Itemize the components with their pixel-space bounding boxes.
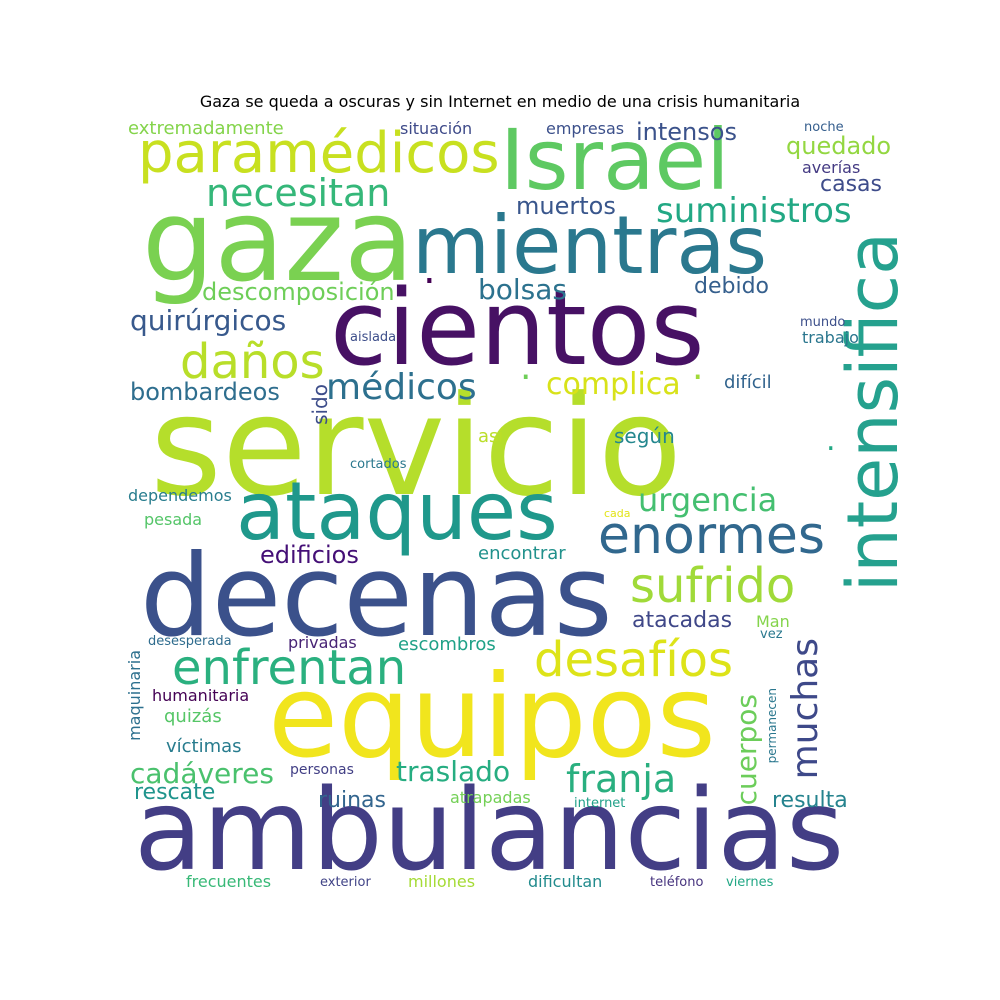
word-debido: debido bbox=[694, 274, 770, 299]
word-suministros: suministros bbox=[656, 191, 852, 231]
word-bolsas: bolsas bbox=[478, 273, 568, 306]
word-necesitan: necesitan bbox=[206, 171, 391, 215]
word-urgencia: urgencia bbox=[638, 481, 778, 519]
word-escombros: escombros bbox=[398, 634, 496, 655]
word-bombardeos: bombardeos bbox=[130, 378, 280, 406]
word-cuerpos: cuerpos bbox=[730, 694, 763, 806]
word-dificultan: dificultan bbox=[528, 872, 603, 891]
word-paramedicos: paramédicos bbox=[138, 121, 500, 186]
word-noche: noche bbox=[804, 120, 844, 135]
word-permanecen: permanecen bbox=[765, 688, 779, 764]
word-desesperada: desesperada bbox=[148, 634, 232, 649]
word-internet: internet bbox=[574, 796, 626, 811]
word-sido: sido bbox=[308, 384, 332, 425]
word-maquinaria: maquinaria bbox=[125, 650, 144, 741]
word-intensos: intensos bbox=[636, 118, 737, 146]
word-israel: Israel bbox=[500, 111, 730, 209]
word-atacadas: atacadas bbox=[632, 608, 733, 633]
word-man: Man bbox=[756, 612, 790, 631]
word-equipos: equipos bbox=[268, 650, 716, 783]
word-frecuentes: frecuentes bbox=[186, 872, 272, 891]
word-averias: averías bbox=[802, 158, 861, 177]
word-atrapadas: atrapadas bbox=[450, 788, 531, 807]
dot-mark: . bbox=[826, 423, 836, 458]
word-medicos: médicos bbox=[326, 367, 477, 408]
word-sufrido: sufrido bbox=[630, 558, 796, 614]
word-viernes: viernes bbox=[726, 875, 774, 890]
word-mundo: mundo bbox=[800, 315, 846, 330]
word-cientos: cientos bbox=[330, 267, 705, 389]
word-situacion: situación bbox=[400, 119, 473, 138]
word-mientras: mientras bbox=[412, 199, 768, 292]
dot-mark: . bbox=[692, 347, 704, 388]
word-gaza: gaza bbox=[142, 174, 414, 307]
word-rescate: rescate bbox=[134, 780, 216, 805]
word-descomposicion: descomposición bbox=[202, 278, 395, 306]
word-telefono: teléfono bbox=[650, 875, 704, 890]
word-decenas: decenas bbox=[140, 530, 613, 662]
word-asi: así bbox=[478, 426, 504, 447]
word-pesada: pesada bbox=[144, 510, 203, 529]
word-danos: daños bbox=[180, 334, 325, 390]
word-humanitaria: humanitaria bbox=[152, 686, 250, 705]
word-quirurgicos: quirúrgicos bbox=[130, 304, 287, 337]
word-cada: cada bbox=[604, 507, 631, 520]
word-extremadamente: extremadamente bbox=[128, 118, 284, 139]
word-cadaveres: cadáveres bbox=[130, 757, 274, 790]
word-intensifica: intensifica bbox=[832, 232, 914, 593]
word-quizas: quizás bbox=[164, 706, 222, 727]
word-encontrar: encontrar bbox=[478, 543, 566, 564]
dot-mark: . bbox=[423, 247, 436, 293]
word-desafios: desafíos bbox=[534, 632, 734, 688]
word-vez: vez bbox=[760, 627, 783, 642]
word-dependemos: dependemos bbox=[128, 486, 232, 505]
word-exterior: exterior bbox=[320, 875, 371, 890]
word-ataques: ataques bbox=[236, 465, 558, 558]
word-empresas: empresas bbox=[546, 119, 625, 138]
word-casas: casas bbox=[820, 172, 882, 197]
word-servicio: servicio bbox=[150, 366, 683, 527]
word-millones: millones bbox=[408, 872, 476, 891]
word-victimas: víctimas bbox=[166, 736, 242, 757]
word-edificios: edificios bbox=[260, 541, 359, 569]
chart-title: Gaza se queda a oscuras y sin Internet e… bbox=[199, 92, 801, 111]
word-personas: personas bbox=[290, 762, 354, 778]
word-trabajo: trabajo bbox=[802, 328, 859, 347]
word-privadas: privadas bbox=[288, 633, 357, 652]
word-cortados: cortados bbox=[350, 457, 407, 472]
word-aislada: aislada bbox=[350, 330, 397, 345]
word-franja: franja bbox=[566, 757, 677, 801]
word-segun: según bbox=[614, 424, 675, 448]
word-ruinas: ruinas bbox=[318, 788, 386, 813]
word-muchas: muchas bbox=[785, 638, 826, 780]
word-enormes: enormes bbox=[598, 506, 825, 566]
word-quedado: quedado bbox=[786, 132, 892, 160]
word-resulta: resulta bbox=[772, 788, 848, 813]
word-dificil: difícil bbox=[724, 372, 772, 393]
dot-mark: . bbox=[520, 347, 532, 388]
word-enfrentan: enfrentan bbox=[172, 640, 407, 696]
word-traslado: traslado bbox=[396, 755, 511, 788]
word-muertos: muertos bbox=[516, 192, 616, 220]
word-ambulancias: ambulancias bbox=[134, 766, 845, 896]
word-complica: complica bbox=[546, 367, 681, 402]
